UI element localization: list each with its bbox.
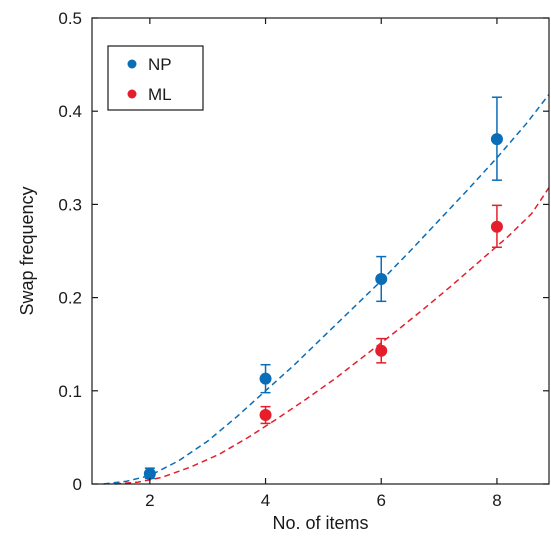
- y-ticks: 0 0.1 0.2 0.3 0.4 0.5: [58, 9, 549, 494]
- y-tick-label: 0.1: [58, 382, 82, 401]
- y-axis-label: Swap frequency: [17, 186, 37, 315]
- x-tick-label: 6: [377, 491, 386, 510]
- data-point-ml: [259, 409, 272, 422]
- data-point-np: [375, 272, 388, 285]
- legend-marker-ml: [127, 89, 137, 99]
- data-point-ml: [375, 344, 388, 357]
- x-ticks: 2 4 6 8: [145, 18, 502, 510]
- data-points: [143, 133, 503, 480]
- plot-frame: [91, 17, 550, 485]
- legend-marker-np: [127, 59, 137, 69]
- legend-box: [107, 45, 204, 111]
- y-tick-label: 0.4: [58, 102, 82, 121]
- x-tick-label: 2: [145, 491, 154, 510]
- y-tick-label: 0.3: [58, 195, 82, 214]
- fit-line-ml: [115, 187, 550, 485]
- data-point-np: [143, 467, 156, 480]
- y-tick-label: 0.5: [58, 9, 82, 28]
- x-axis-label: No. of items: [272, 513, 368, 533]
- y-tick-label: 0: [73, 475, 82, 494]
- data-point-np: [259, 372, 272, 385]
- x-tick-label: 8: [492, 491, 501, 510]
- y-tick-label: 0.2: [58, 289, 82, 308]
- x-tick-label: 4: [261, 491, 270, 510]
- data-point-ml: [490, 220, 503, 233]
- fit-lines: [103, 93, 550, 485]
- fit-line-np: [103, 93, 550, 485]
- legend-label-ml: ML: [148, 85, 172, 104]
- legend: NP ML: [107, 45, 204, 111]
- legend-label-np: NP: [148, 55, 172, 74]
- data-point-np: [490, 133, 503, 146]
